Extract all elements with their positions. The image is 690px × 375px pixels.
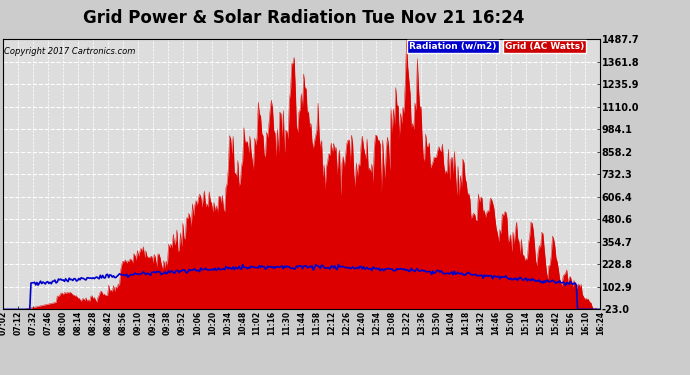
Text: Copyright 2017 Cartronics.com: Copyright 2017 Cartronics.com [4,48,135,57]
Text: Radiation (w/m2): Radiation (w/m2) [409,42,497,51]
Text: Grid Power & Solar Radiation Tue Nov 21 16:24: Grid Power & Solar Radiation Tue Nov 21 … [83,9,524,27]
Text: Grid (AC Watts): Grid (AC Watts) [505,42,584,51]
